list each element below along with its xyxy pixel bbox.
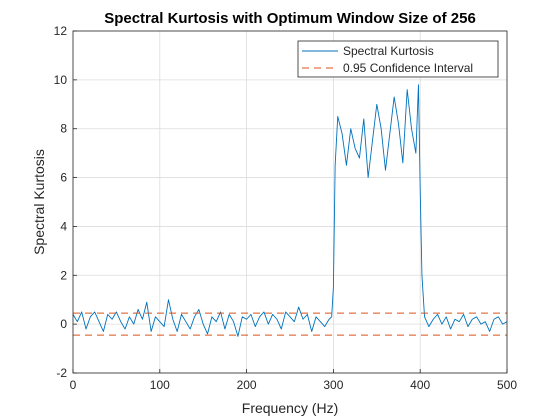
x-tick-label: 0 [70, 378, 77, 392]
y-tick-label: 6 [60, 171, 67, 185]
y-tick-label: 8 [60, 122, 67, 136]
y-tick-label: -2 [56, 366, 67, 380]
x-tick-label: 100 [150, 378, 170, 392]
plot-frame [72, 30, 508, 374]
x-tick-label: 300 [323, 378, 343, 392]
y-tick-label: 10 [54, 73, 68, 87]
plot-area [73, 31, 507, 373]
y-tick-label: 12 [54, 24, 68, 38]
legend-label-spectral-kurtosis: Spectral Kurtosis [343, 44, 434, 58]
chart-title: Spectral Kurtosis with Optimum Window Si… [104, 10, 476, 27]
y-axis-label: Spectral Kurtosis [31, 149, 47, 255]
x-axis-label: Frequency (Hz) [242, 400, 338, 416]
x-tick-label: 400 [410, 378, 430, 392]
legend-box [297, 40, 499, 78]
y-tick-label: 4 [60, 219, 67, 233]
legend: Spectral Kurtosis 0.95 Confidence Interv… [297, 40, 499, 78]
x-tick-label: 200 [237, 378, 257, 392]
y-tick-label: 0 [60, 317, 67, 331]
legend-label-confidence-interval: 0.95 Confidence Interval [343, 61, 473, 75]
x-tick-label: 500 [497, 378, 517, 392]
series-layer [72, 84, 508, 337]
y-tick-label: 2 [60, 268, 67, 282]
series-line-spectral-kurtosis [72, 84, 508, 337]
